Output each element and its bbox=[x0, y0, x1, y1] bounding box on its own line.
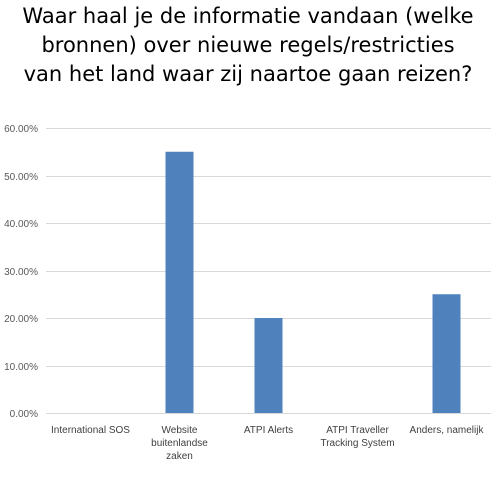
y-axis-ticks: 0.00% 10.00% 20.00% 30.00% 40.00% 50.00% 60.00… bbox=[4, 124, 38, 420]
x-category-label: Website buitenlandse zaken bbox=[151, 425, 208, 462]
x-category-label: Anders, namelijk bbox=[410, 425, 485, 436]
x-category-label: ATPI Alerts bbox=[244, 425, 293, 436]
x-category-label: ATPI Traveller Tracking System bbox=[320, 425, 394, 449]
y-tick-label: 10.00% bbox=[4, 362, 38, 373]
y-tick-label: 40.00% bbox=[4, 219, 38, 230]
y-tick-label: 20.00% bbox=[4, 314, 38, 325]
bar bbox=[254, 318, 283, 413]
y-tick-label: 60.00% bbox=[4, 124, 38, 135]
x-category-label: International SOS bbox=[51, 425, 130, 436]
chart-title: Waar haal je de informatie vandaan (welk… bbox=[22, 4, 474, 86]
y-tick-label: 0.00% bbox=[10, 409, 38, 420]
bar bbox=[165, 151, 194, 413]
y-tick-label: 30.00% bbox=[4, 267, 38, 278]
bars bbox=[165, 151, 461, 413]
bar bbox=[432, 294, 461, 413]
y-tick-label: 50.00% bbox=[4, 172, 38, 183]
gridlines bbox=[46, 128, 491, 414]
x-axis-labels: International SOS Website buitenlandse zake… bbox=[51, 425, 484, 462]
